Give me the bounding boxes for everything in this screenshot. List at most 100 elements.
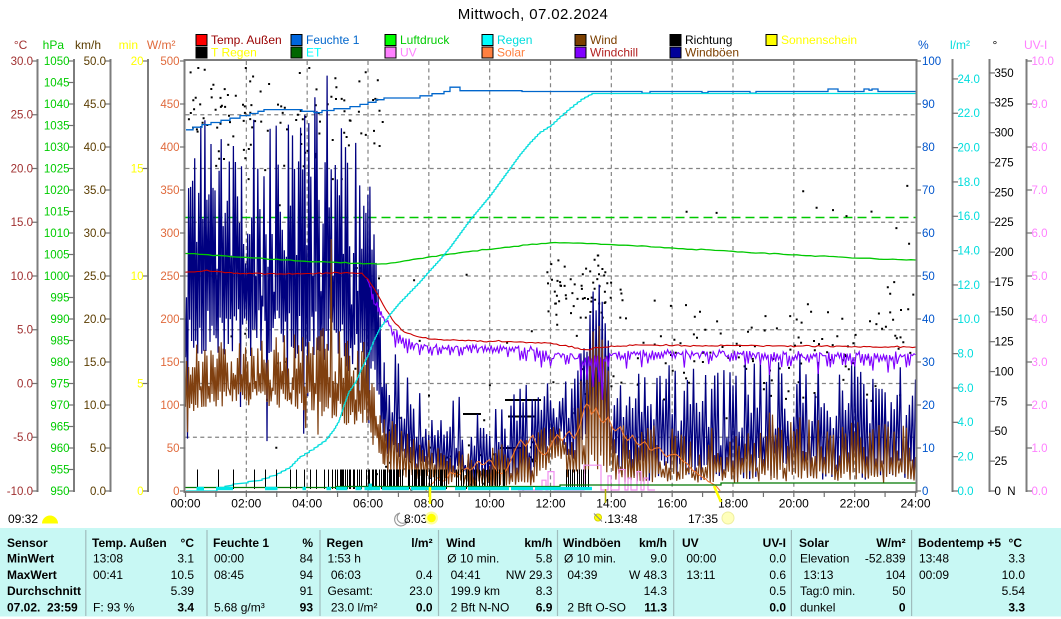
svg-text:100: 100 — [160, 400, 179, 412]
svg-text:0.0: 0.0 — [17, 378, 33, 390]
svg-text:1000: 1000 — [44, 271, 70, 283]
svg-text:6.9: 6.9 — [536, 600, 553, 614]
svg-text:94: 94 — [300, 568, 314, 582]
svg-text:12:00: 12:00 — [535, 497, 565, 511]
svg-text:9.0: 9.0 — [1032, 99, 1048, 111]
svg-text:Solar: Solar — [497, 46, 525, 60]
svg-text:45.0: 45.0 — [84, 99, 106, 111]
svg-text:150: 150 — [995, 307, 1014, 319]
svg-text:18:00: 18:00 — [718, 497, 748, 511]
svg-text:Richtung: Richtung — [685, 33, 732, 47]
svg-text:225: 225 — [995, 217, 1014, 229]
svg-text:6.0: 6.0 — [958, 383, 974, 395]
svg-text:Elevation: Elevation — [800, 552, 849, 566]
svg-text:15.0: 15.0 — [11, 217, 33, 229]
svg-text:MinWert: MinWert — [7, 552, 54, 566]
svg-text:1050: 1050 — [44, 56, 70, 68]
svg-text:Tag:0 min.: Tag:0 min. — [800, 584, 855, 598]
svg-text:1045: 1045 — [44, 77, 70, 89]
svg-text:0: 0 — [173, 486, 179, 498]
svg-text:Wind: Wind — [446, 536, 475, 550]
svg-text:8:03: 8:03 — [404, 512, 428, 526]
svg-text:250: 250 — [995, 187, 1014, 199]
svg-text:10: 10 — [131, 271, 144, 283]
svg-text:350: 350 — [160, 185, 179, 197]
svg-text:5.54: 5.54 — [1002, 584, 1026, 598]
svg-text:Ø 10 min.: Ø 10 min. — [447, 552, 499, 566]
svg-text:4.0: 4.0 — [958, 417, 974, 429]
svg-text:1035: 1035 — [44, 120, 70, 132]
svg-text:10.0: 10.0 — [11, 271, 33, 283]
svg-text:1020: 1020 — [44, 185, 70, 197]
svg-text:°C: °C — [14, 38, 28, 52]
svg-text:325: 325 — [995, 98, 1014, 110]
svg-text:12.0: 12.0 — [958, 280, 980, 292]
svg-text:25: 25 — [995, 456, 1008, 468]
svg-text:35.0: 35.0 — [84, 185, 106, 197]
svg-text:2.0: 2.0 — [1032, 400, 1048, 412]
svg-text:200: 200 — [160, 314, 179, 326]
svg-text:60: 60 — [922, 228, 935, 240]
svg-text:°: ° — [993, 38, 998, 52]
svg-text:24:00: 24:00 — [900, 497, 930, 511]
svg-text:-10.0: -10.0 — [7, 486, 33, 498]
svg-text:50.0: 50.0 — [84, 56, 106, 68]
svg-text:990: 990 — [50, 314, 69, 326]
svg-text:0.0: 0.0 — [416, 600, 433, 614]
svg-text:75: 75 — [995, 396, 1008, 408]
svg-text:93: 93 — [300, 600, 314, 614]
svg-text:Wind: Wind — [590, 33, 617, 47]
svg-text:06:03: 06:03 — [328, 568, 362, 582]
svg-text:10.0: 10.0 — [1032, 56, 1054, 68]
svg-text:950: 950 — [50, 486, 69, 498]
svg-text:Temp. Außen: Temp. Außen — [211, 33, 282, 47]
svg-text:50: 50 — [167, 443, 180, 455]
svg-text:Sonnenschein: Sonnenschein — [781, 33, 857, 47]
svg-text:6.0: 6.0 — [1032, 228, 1048, 240]
svg-text:km/h: km/h — [639, 536, 667, 550]
svg-text:04:00: 04:00 — [292, 497, 322, 511]
svg-text:00:00: 00:00 — [683, 552, 717, 566]
svg-text:00:09: 00:09 — [919, 568, 949, 582]
svg-text:300: 300 — [160, 228, 179, 240]
svg-text:0: 0 — [899, 600, 906, 614]
svg-text:975: 975 — [50, 378, 69, 390]
svg-text:1.0: 1.0 — [1032, 443, 1048, 455]
svg-text:W/m²: W/m² — [147, 38, 176, 52]
svg-text:1005: 1005 — [44, 249, 70, 261]
svg-text:min: min — [119, 38, 138, 52]
svg-text:02:00: 02:00 — [231, 497, 261, 511]
svg-text:125: 125 — [995, 337, 1014, 349]
svg-text:175: 175 — [995, 277, 1014, 289]
svg-text:200: 200 — [995, 247, 1014, 259]
svg-text:0.0: 0.0 — [958, 486, 974, 498]
svg-text:l/m²: l/m² — [411, 536, 432, 550]
svg-text:91: 91 — [300, 584, 314, 598]
svg-text:Temp. Außen: Temp. Außen — [92, 536, 167, 550]
svg-text:16:00: 16:00 — [657, 497, 687, 511]
svg-text:30.0: 30.0 — [84, 228, 106, 240]
svg-text:°C: °C — [1009, 536, 1023, 550]
svg-text:Sensor: Sensor — [7, 536, 48, 550]
svg-text:20.0: 20.0 — [958, 143, 980, 155]
svg-text:1010: 1010 — [44, 228, 70, 240]
svg-text:5.39: 5.39 — [171, 584, 195, 598]
svg-text:2 Bft N-NO: 2 Bft N-NO — [447, 600, 509, 614]
svg-text:15: 15 — [131, 163, 144, 175]
svg-text:20:00: 20:00 — [779, 497, 809, 511]
svg-text:100: 100 — [922, 56, 941, 68]
svg-text:84: 84 — [300, 552, 314, 566]
svg-text:-52.839: -52.839 — [865, 552, 906, 566]
svg-text:Bodentemp +5: Bodentemp +5 — [918, 536, 1001, 550]
svg-text:07.02. 23:59: 07.02. 23:59 — [7, 600, 78, 614]
svg-text:25.0: 25.0 — [11, 110, 33, 122]
svg-text:-5.0: -5.0 — [13, 432, 33, 444]
svg-text:3.3: 3.3 — [1008, 552, 1025, 566]
svg-text:l/m²: l/m² — [950, 38, 970, 52]
svg-text:960: 960 — [50, 443, 69, 455]
svg-text:30: 30 — [922, 357, 935, 369]
svg-text:50: 50 — [892, 584, 906, 598]
svg-text:Ø 10 min.: Ø 10 min. — [564, 552, 616, 566]
svg-text:3.3: 3.3 — [1008, 600, 1025, 614]
svg-text:24.0: 24.0 — [958, 74, 980, 86]
